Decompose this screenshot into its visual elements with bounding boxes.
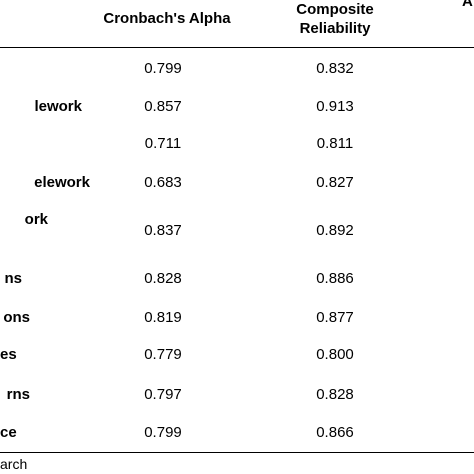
row-label: elework xyxy=(34,174,90,191)
composite-value: 0.800 xyxy=(316,346,354,363)
header-composite-line2: Reliability xyxy=(299,20,371,37)
row-label: lework xyxy=(34,98,82,115)
bottom-rule xyxy=(0,452,474,453)
composite-value: 0.827 xyxy=(316,174,354,191)
header-rule xyxy=(0,47,474,48)
row-label: ns xyxy=(4,270,22,287)
cronbach-value: 0.683 xyxy=(144,174,182,191)
header-edge-fragment: A xyxy=(462,0,473,10)
row-label: rns xyxy=(6,386,30,403)
composite-value: 0.828 xyxy=(316,386,354,403)
header-composite-reliability: Composite Reliability xyxy=(280,0,390,38)
composite-value: 0.811 xyxy=(316,135,354,152)
cronbach-value: 0.779 xyxy=(144,346,182,363)
composite-value: 0.892 xyxy=(316,222,354,239)
cronbach-value: 0.799 xyxy=(144,60,182,77)
cronbach-value: 0.799 xyxy=(144,424,182,441)
header-composite-line1: Composite xyxy=(296,1,374,18)
header-cronbachs-alpha: Cronbach's Alpha xyxy=(103,10,231,27)
row-label: ce xyxy=(0,424,17,441)
row-label: ork xyxy=(24,211,48,228)
composite-value: 0.832 xyxy=(316,60,354,77)
row-label: es xyxy=(0,346,17,363)
composite-value: 0.877 xyxy=(316,309,354,326)
composite-value: 0.913 xyxy=(316,98,354,115)
footnote-text: arch xyxy=(0,456,28,472)
cronbach-value: 0.819 xyxy=(144,309,182,326)
cronbach-value: 0.837 xyxy=(144,222,182,239)
cronbach-value: 0.711 xyxy=(144,135,182,152)
row-label: ons xyxy=(3,309,30,326)
composite-value: 0.866 xyxy=(316,424,354,441)
cronbach-value: 0.857 xyxy=(144,98,182,115)
cronbach-value: 0.797 xyxy=(144,386,182,403)
cronbach-value: 0.828 xyxy=(144,270,182,287)
composite-value: 0.886 xyxy=(316,270,354,287)
